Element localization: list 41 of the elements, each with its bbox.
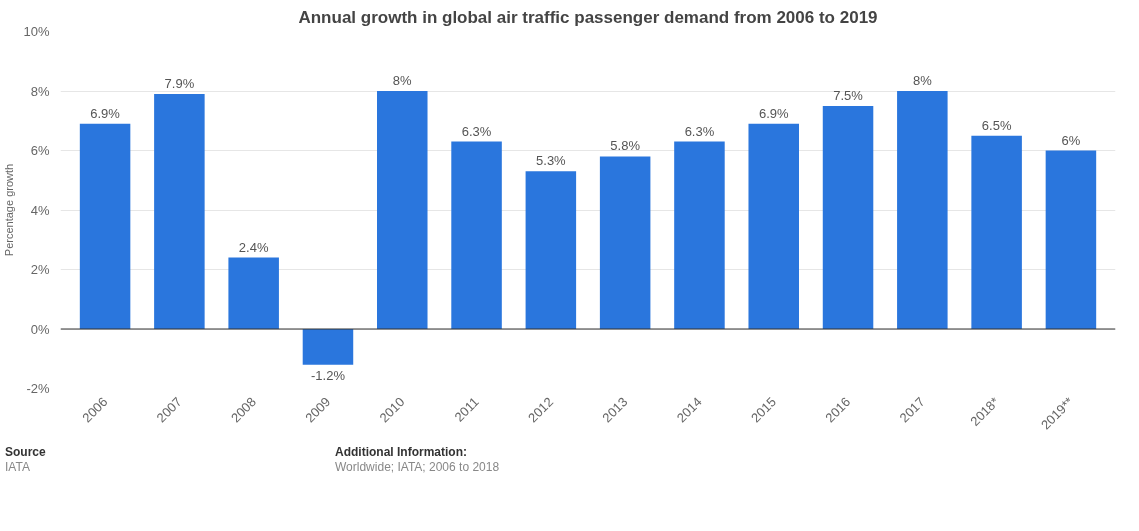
data-label: 2.4% [238,239,269,255]
y-tick-label: 6% [30,143,50,158]
bar [599,156,651,329]
y-tick-label: 4% [30,202,50,218]
bar [525,171,577,329]
bar [79,123,131,329]
text: Additional Information: [335,445,467,459]
bar [897,91,948,329]
bar [451,141,502,329]
chart-title: Annual growth in global air traffic passenger demand from 2006 to 2019 [298,7,878,27]
bar [154,93,205,329]
bar [674,141,725,329]
bar [1045,150,1097,329]
y-tick-label: 8% [30,83,50,99]
y-tick-label: 2% [30,262,50,277]
bar [748,123,799,329]
data-label: 7.9% [164,75,195,91]
data-label: 7.5% [833,87,864,103]
data-label: 8% [392,73,413,88]
data-label: 5.8% [610,138,641,154]
bar [971,135,1022,329]
data-label: 6.3% [684,123,715,139]
y-axis-title: Percentage growth [3,163,16,257]
y-tick-label: 0% [30,321,50,337]
text: Worldwide; IATA; 2006 to 2018 [335,460,500,474]
data-label: 8% [912,73,933,88]
data-label: 6.9% [758,105,789,121]
y-tick-label: -2% [26,381,50,396]
text: Source [5,445,46,459]
bar [302,329,354,365]
data-label: 6% [1061,132,1081,148]
data-label: -1.2% [310,367,346,383]
data-label: 6.3% [461,123,492,139]
text: IATA [5,460,30,474]
data-label: 6.5% [981,117,1012,133]
bar [228,257,279,329]
data-label: 5.3% [536,153,567,169]
bar [822,105,874,329]
data-label: 6.9% [90,105,121,121]
bar [377,91,428,329]
y-tick-label: 10% [23,24,50,39]
